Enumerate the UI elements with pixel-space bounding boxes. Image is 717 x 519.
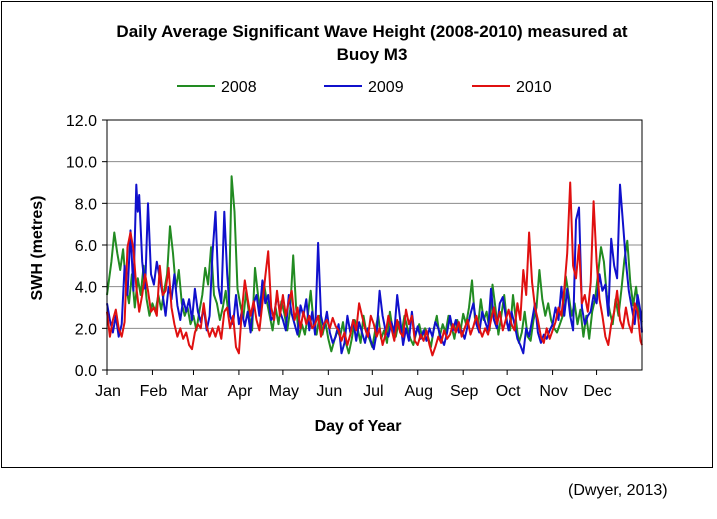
legend: 2008 2009 2010 [177,79,552,96]
x-tick-label: Dec [583,383,611,400]
y-tick-label: 10.0 [66,155,97,172]
y-axis-ticks: 0.0 2.0 4.0 6.0 8.0 10.0 12.0 [66,113,107,380]
y-tick-label: 4.0 [75,280,97,297]
y-tick-label: 12.0 [66,113,97,130]
y-tick-label: 8.0 [75,196,97,213]
y-tick-label: 0.0 [75,363,97,380]
legend-label-2010: 2010 [516,79,552,96]
series-line-2010 [106,181,643,357]
x-tick-label: Jan [95,383,121,400]
x-axis-title: Day of Year [315,418,402,435]
chart-frame: Daily Average Significant Wave Height (2… [1,1,713,468]
x-tick-label: Mar [181,383,209,400]
legend-label-2009: 2009 [368,79,404,96]
wave-height-chart: Daily Average Significant Wave Height (2… [29,22,643,435]
x-tick-label: Jul [363,383,383,400]
x-tick-label: Sep [450,383,479,400]
legend-label-2008: 2008 [221,79,257,96]
y-tick-label: 6.0 [75,238,97,255]
series-lines [106,175,643,357]
x-tick-label: Aug [405,383,433,400]
y-axis-title: SWH (metres) [29,196,46,301]
chart-title-line-2: Buoy M3 [337,45,408,64]
x-axis-ticks: Jan Feb Mar Apr May Jun Jul Aug Sep Oct Nov Dec [95,370,612,400]
x-tick-label: Apr [227,383,253,400]
x-tick-label: May [269,383,299,400]
y-tick-label: 2.0 [75,321,97,338]
x-tick-label: Nov [539,383,567,400]
x-tick-label: Jun [316,383,342,400]
citation: (Dwyer, 2013) [568,482,668,499]
x-tick-label: Feb [140,383,168,400]
x-tick-label: Oct [496,383,521,400]
series-line-2009 [106,183,643,355]
chart-title-line-1: Daily Average Significant Wave Height (2… [116,22,627,41]
